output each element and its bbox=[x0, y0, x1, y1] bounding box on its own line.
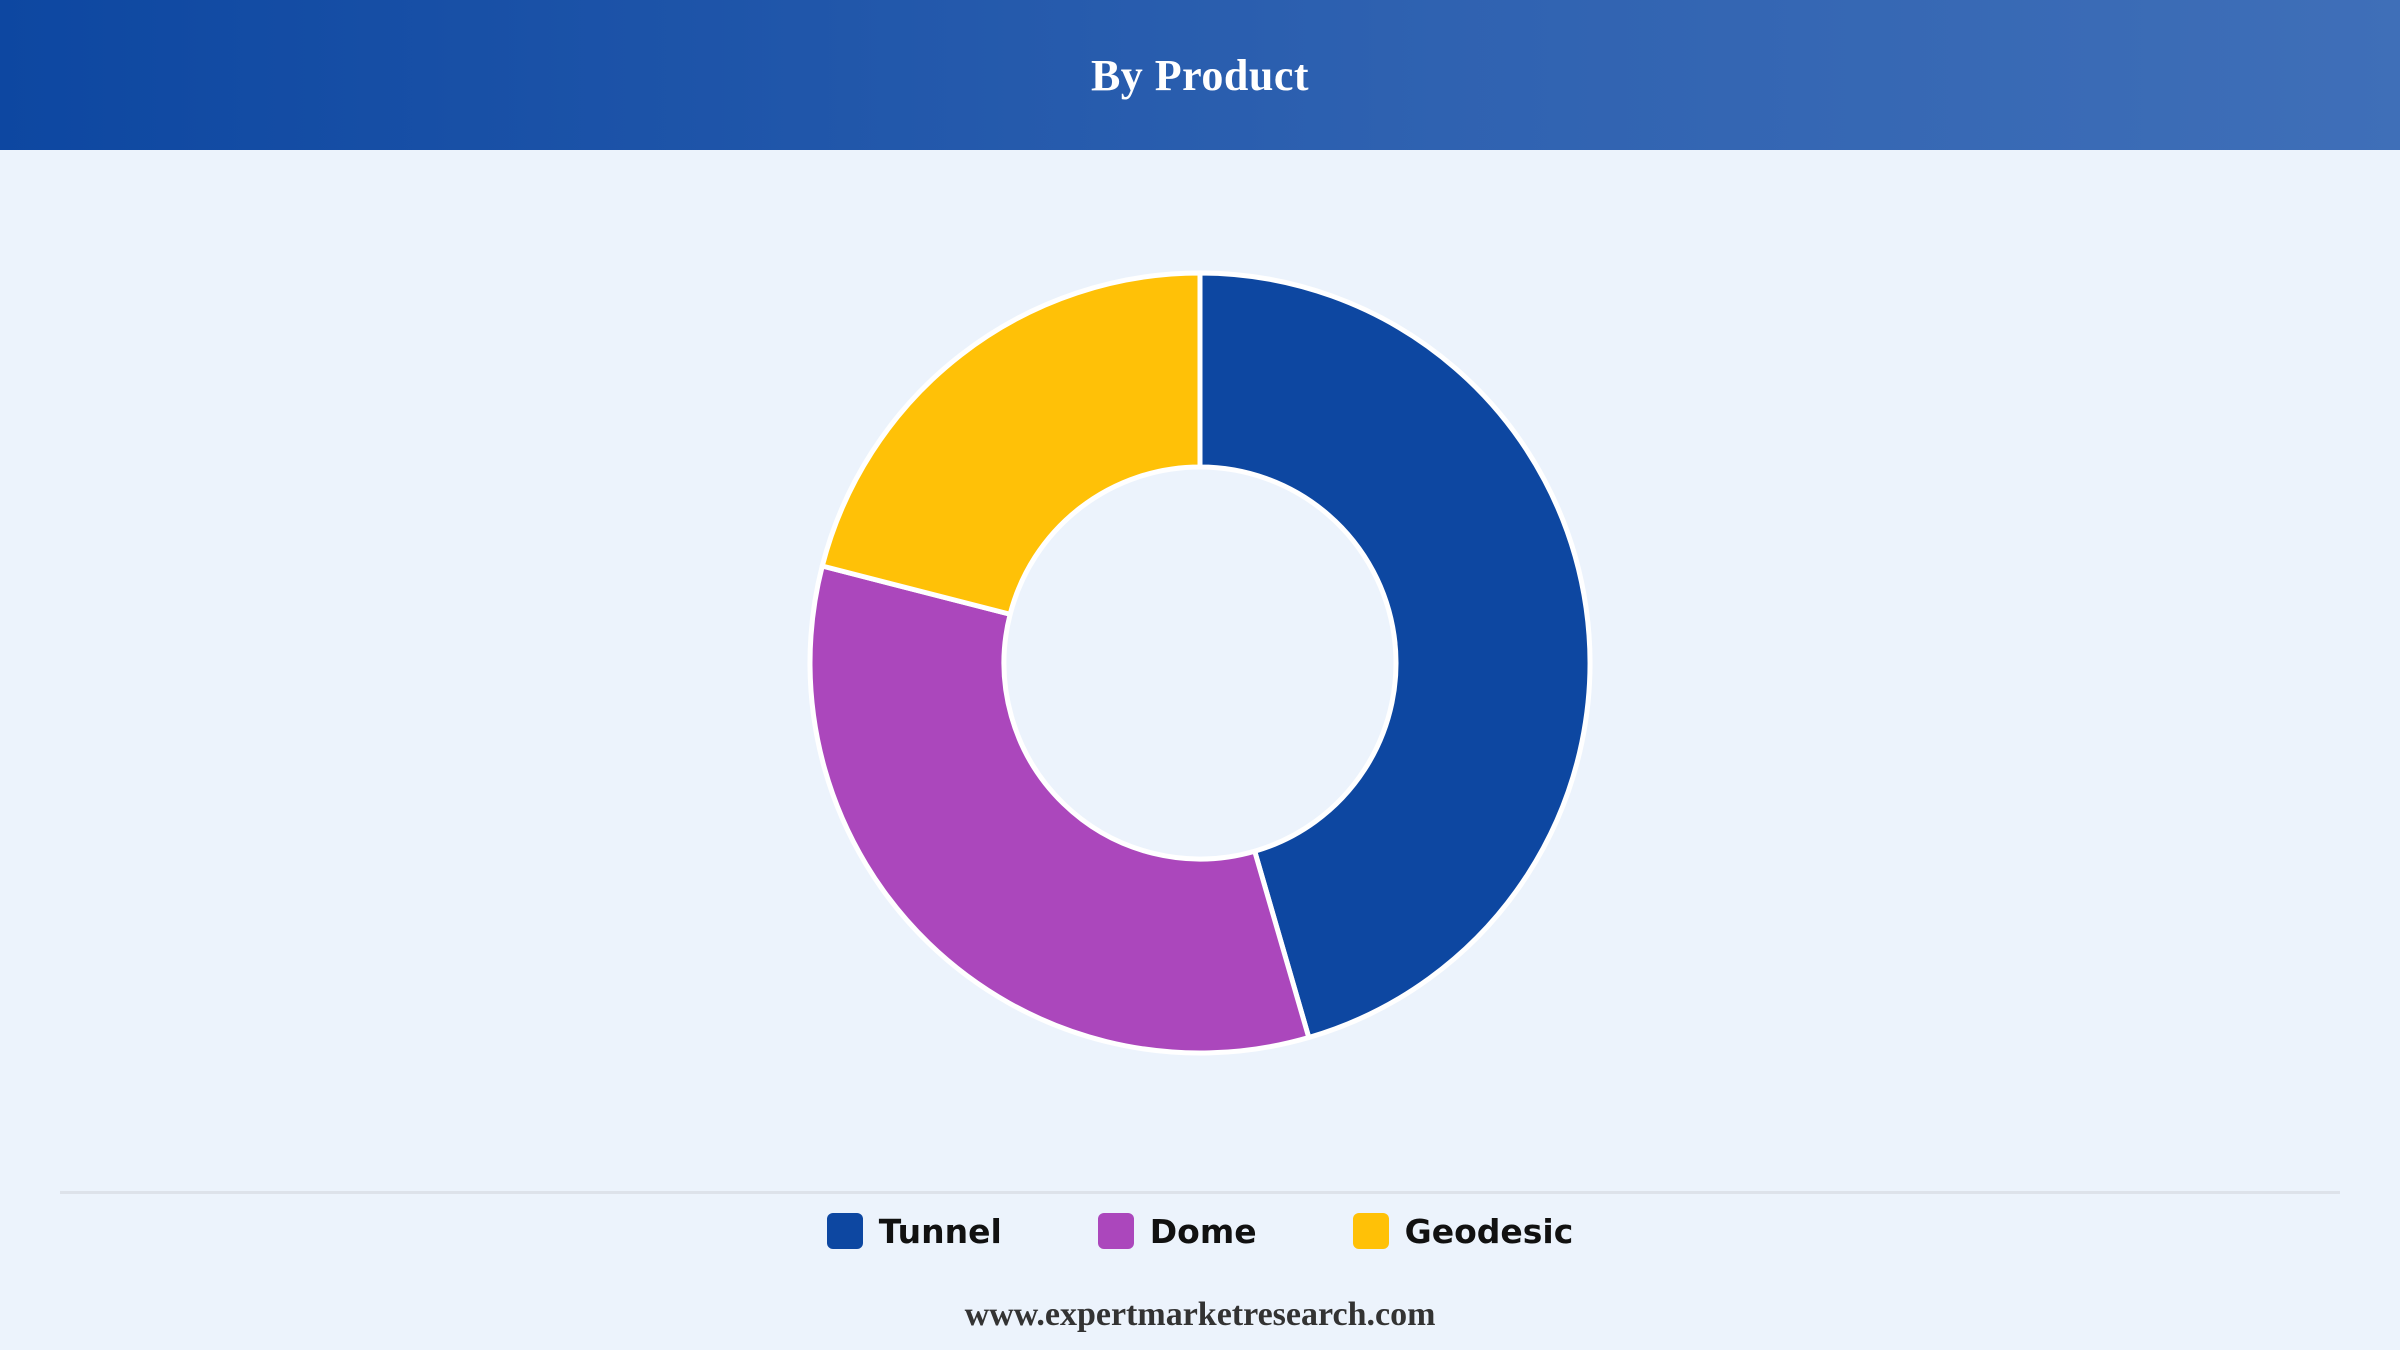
legend-swatch bbox=[826, 1213, 863, 1249]
chart-title: By Product bbox=[1090, 50, 1310, 100]
legend-item-geodesic: Geodesic bbox=[1352, 1211, 1574, 1251]
legend-label: Dome bbox=[1149, 1211, 1257, 1251]
footer-url: www.expertmarketresearch.com bbox=[964, 1296, 1436, 1333]
legend: Tunnel Dome Geodesic bbox=[0, 1206, 2400, 1256]
legend-swatch bbox=[1352, 1213, 1389, 1249]
header-bar: By Product bbox=[0, 0, 2400, 150]
donut-chart bbox=[807, 270, 1593, 1056]
slice-tunnel bbox=[1197, 270, 1593, 1041]
slice-dome bbox=[807, 563, 1312, 1056]
legend-item-tunnel: Tunnel bbox=[826, 1211, 1002, 1251]
donut-slices bbox=[807, 270, 1593, 1056]
legend-label: Tunnel bbox=[878, 1211, 1002, 1251]
legend-swatch bbox=[1097, 1213, 1134, 1249]
legend-item-dome: Dome bbox=[1097, 1211, 1257, 1251]
slice-geodesic bbox=[819, 270, 1203, 617]
legend-divider bbox=[60, 1191, 2340, 1194]
legend-label: Geodesic bbox=[1404, 1211, 1574, 1251]
